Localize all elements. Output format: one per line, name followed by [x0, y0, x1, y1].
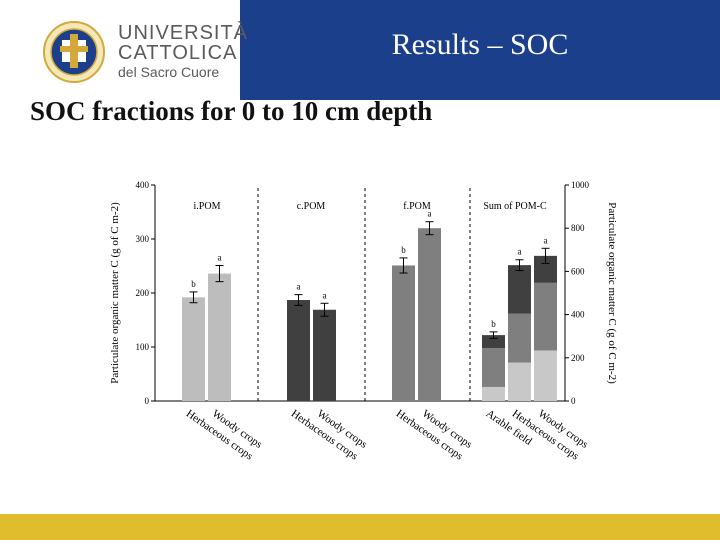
right-tick-label: 400 [571, 310, 585, 320]
stacked-bar-segment [508, 313, 531, 363]
university-logo: UNIVERSITÀ CATTOLICA del Sacro Cuore [40, 20, 247, 84]
significance-letter: a [544, 235, 548, 245]
panel-title: f.POM [403, 201, 431, 212]
significance-letter: a [218, 252, 222, 262]
stacked-bar-segment [534, 282, 557, 351]
significance-letter: a [428, 209, 432, 219]
university-seal-icon [43, 21, 105, 83]
logo-text-line2: CATTOLICA [118, 42, 238, 64]
stacked-bar-segment [482, 386, 505, 401]
right-tick-label: 1000 [571, 180, 590, 190]
footer-band [0, 514, 720, 540]
right-tick-label: 200 [571, 353, 585, 363]
stacked-bar-segment [508, 265, 531, 314]
logo-text-line1: UNIVERSITÀ [118, 22, 249, 44]
bar [313, 309, 336, 401]
right-tick-label: 0 [571, 396, 576, 406]
slide-subtitle: SOC fractions for 0 to 10 cm depth [30, 96, 433, 126]
bar [418, 228, 441, 401]
bar [208, 273, 231, 401]
logo-text-line3: del Sacro Cuore [118, 64, 220, 80]
bar [182, 297, 205, 401]
page-title: Results – SOC [391, 28, 569, 61]
left-axis-label: Particulate organic matter C (g of C m-2… [109, 202, 121, 384]
significance-letter: b [491, 319, 496, 329]
stacked-bar-segment [482, 335, 505, 349]
significance-letter: a [323, 290, 327, 300]
stacked-bar-segment [534, 255, 557, 283]
right-tick-label: 800 [571, 223, 585, 233]
significance-letter: b [191, 279, 196, 289]
bar [287, 300, 310, 401]
left-tick-label: 300 [136, 234, 150, 244]
stacked-bar-segment [534, 350, 557, 401]
panel-title: i.POM [194, 201, 221, 212]
bar [392, 265, 415, 401]
left-tick-label: 0 [145, 396, 150, 406]
significance-letter: a [518, 247, 522, 257]
panel-title: Sum of POM-C [483, 201, 547, 212]
pom-chart: 0 100 200 300 400 0 200 400 600 800 1000 Particulat… [109, 180, 618, 462]
stacked-bar-segment [482, 348, 505, 387]
significance-letter: a [297, 282, 301, 292]
left-tick-label: 400 [136, 180, 150, 190]
significance-letter: b [401, 245, 406, 255]
left-tick-label: 200 [136, 288, 150, 298]
panel-title: c.POM [297, 201, 326, 212]
right-axis-label: Particulate organic matter C (g of C m-2… [606, 202, 618, 384]
right-tick-label: 600 [571, 266, 585, 276]
header-band [240, 0, 720, 100]
stacked-bar-segment [508, 362, 531, 401]
left-tick-label: 100 [136, 342, 150, 352]
